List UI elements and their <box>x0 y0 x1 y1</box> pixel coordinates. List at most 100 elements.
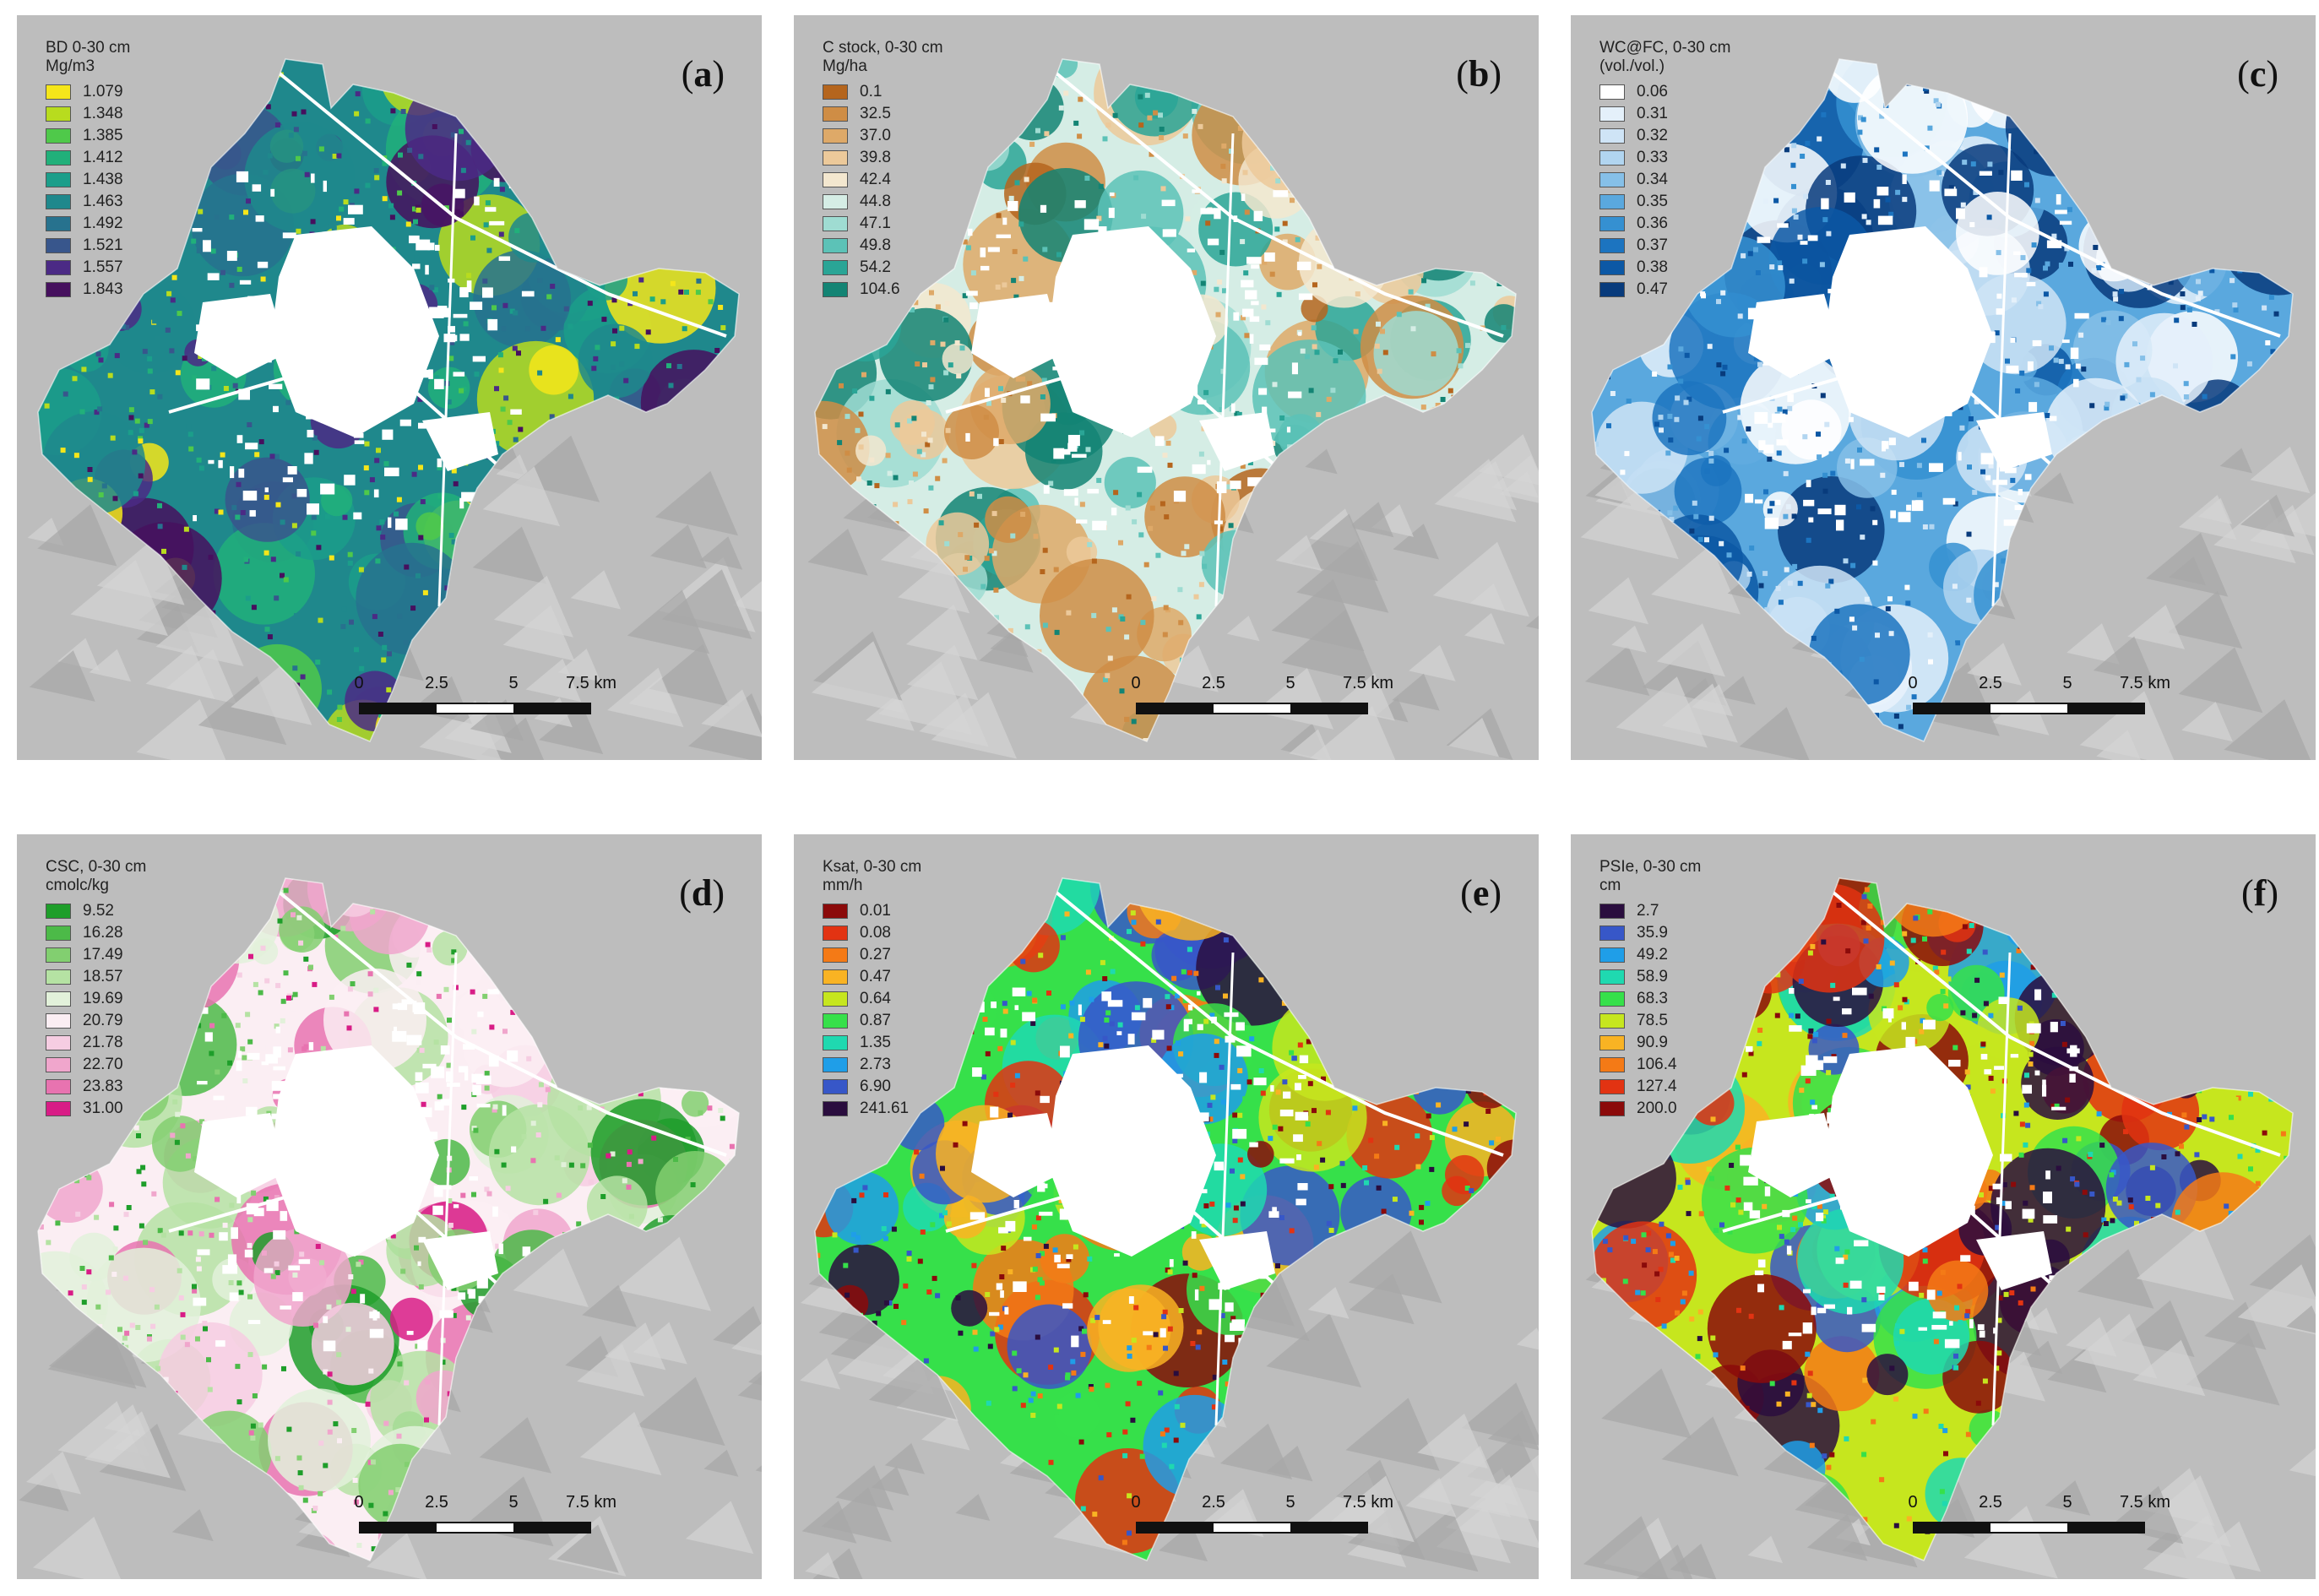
legend-value: 1.35 <box>860 1034 891 1051</box>
legend-value: 0.33 <box>1637 149 1668 166</box>
legend-unit: Mg/m3 <box>46 57 95 75</box>
legend-entry: 0.47 <box>1599 279 1730 301</box>
legend-swatch <box>1599 947 1625 963</box>
scale-label: 5 <box>1285 674 1295 692</box>
legend-value: 47.1 <box>860 214 891 232</box>
legend-value: 1.521 <box>83 236 123 254</box>
legend-swatch <box>823 260 848 275</box>
legend-swatch <box>1599 969 1625 985</box>
legend-value: 9.52 <box>83 902 114 920</box>
scale-label: 7.5 km <box>2119 674 2171 692</box>
legend-unit: mm/h <box>823 877 863 894</box>
legend-value: 1.492 <box>83 214 123 232</box>
legend-entry: 16.28 <box>46 922 146 944</box>
legend-entry: 1.521 <box>46 235 130 257</box>
legend-value: 1.438 <box>83 171 123 188</box>
scale-bar-graphic <box>1136 703 1368 714</box>
scale-bar-segment <box>437 704 513 713</box>
scale-bar-segment <box>1990 704 2067 713</box>
map-panel-a: BD 0-30 cm Mg/m3 1.079 1.348 1.385 1.412 1.438… <box>17 15 762 760</box>
scale-label: 5 <box>2062 674 2072 692</box>
legend-entry: 90.9 <box>1599 1032 1701 1054</box>
legend-title: BD 0-30 cm <box>46 39 131 57</box>
legend-value: 54.2 <box>860 258 891 276</box>
panel-letter-text: d <box>691 872 713 914</box>
scale-bar-segment <box>1914 1523 1991 1532</box>
scale-bar-segment <box>361 704 437 713</box>
legend-value: 0.08 <box>860 924 891 942</box>
legend-entry: 22.70 <box>46 1054 146 1076</box>
legend-entry: 49.8 <box>823 235 943 257</box>
legend-value: 0.38 <box>1637 258 1668 276</box>
legend-value: 49.2 <box>1637 946 1668 964</box>
map-panel-b: C stock, 0-30 cm Mg/ha 0.1 32.5 37.0 39.8 42.4… <box>794 15 1539 760</box>
legend-value: 0.35 <box>1637 193 1668 210</box>
legend-swatch <box>46 282 71 297</box>
legend-swatch <box>823 1035 848 1050</box>
scale-bar: 0 2.5 5 7.5 km <box>1908 674 2170 725</box>
panel-letter-text: e <box>1472 872 1490 914</box>
legend-value: 0.47 <box>1637 280 1668 298</box>
map-canvas <box>800 877 1539 1579</box>
legend-entry: 2.73 <box>823 1054 921 1076</box>
scale-label: 0 <box>354 674 364 692</box>
legend-swatch <box>46 1013 71 1029</box>
map-legend: CSC, 0-30 cm cmolc/kg 9.52 16.28 17.49 18.57 1… <box>46 858 146 1120</box>
scale-bar-segment <box>1990 1523 2067 1532</box>
legend-value: 0.37 <box>1637 236 1668 254</box>
legend-swatch <box>46 238 71 253</box>
scale-bar-segment <box>1214 704 1290 713</box>
legend-entry: 1.35 <box>823 1032 921 1054</box>
legend-value: 58.9 <box>1637 968 1668 985</box>
legend-title: C stock, 0-30 cm <box>823 39 943 57</box>
legend-swatch <box>823 1013 848 1029</box>
legend-entry: 104.6 <box>823 279 943 301</box>
legend-entry: 44.8 <box>823 191 943 213</box>
legend-swatch <box>823 172 848 187</box>
legend-swatch <box>823 128 848 144</box>
panel-letter: (f) <box>2241 872 2278 914</box>
legend-swatch <box>823 926 848 941</box>
legend-value: 6.90 <box>860 1078 891 1095</box>
scale-label: 7.5 km <box>1342 674 1394 692</box>
scale-label: 5 <box>508 1493 519 1512</box>
legend-unit: cmolc/kg <box>46 877 109 894</box>
legend-entry: 9.52 <box>46 900 146 922</box>
legend-value: 104.6 <box>860 280 900 298</box>
legend-value: 0.87 <box>860 1012 891 1029</box>
scale-bar-segment <box>1914 704 1991 713</box>
legend-swatch <box>1599 926 1625 941</box>
legend-swatch <box>46 1035 71 1050</box>
map-panel-d: CSC, 0-30 cm cmolc/kg 9.52 16.28 17.49 18.57 1… <box>17 834 762 1579</box>
scale-bar-segment <box>513 1523 589 1532</box>
legend-value: 1.412 <box>83 149 123 166</box>
legend-value: 49.8 <box>860 236 891 254</box>
legend-swatch <box>823 969 848 985</box>
map-panel-e: Ksat, 0-30 cm mm/h 0.01 0.08 0.27 0.47 0.64 0.8… <box>794 834 1539 1579</box>
legend-swatch <box>46 1101 71 1116</box>
legend-entry: 18.57 <box>46 966 146 988</box>
legend-swatch <box>1599 128 1625 144</box>
map-legend: C stock, 0-30 cm Mg/ha 0.1 32.5 37.0 39.8 42.4… <box>823 39 943 301</box>
legend-entry: 37.0 <box>823 125 943 147</box>
panel-letter-text: a <box>693 53 713 95</box>
legend-value: 1.843 <box>83 280 123 298</box>
legend-value: 1.557 <box>83 258 123 276</box>
scale-bar-segment <box>1138 1523 1214 1532</box>
legend-title: CSC, 0-30 cm <box>46 858 147 876</box>
legend-entry: 42.4 <box>823 169 943 191</box>
legend-swatch <box>46 194 71 209</box>
legend-swatch <box>1599 1035 1625 1050</box>
legend-entry: 32.5 <box>823 103 943 125</box>
legend-entry: 0.38 <box>1599 257 1730 279</box>
legend-entry: 0.31 <box>1599 103 1730 125</box>
scale-bar-graphic <box>1913 1522 2145 1534</box>
legend-entry: 1.385 <box>46 125 130 147</box>
legend-swatch <box>46 904 71 919</box>
scale-label: 2.5 <box>425 674 448 692</box>
legend-swatch <box>46 1057 71 1072</box>
legend-swatch <box>1599 106 1625 122</box>
legend-entry: 0.01 <box>823 900 921 922</box>
legend-value: 0.27 <box>860 946 891 964</box>
legend-entry: 49.2 <box>1599 944 1701 966</box>
